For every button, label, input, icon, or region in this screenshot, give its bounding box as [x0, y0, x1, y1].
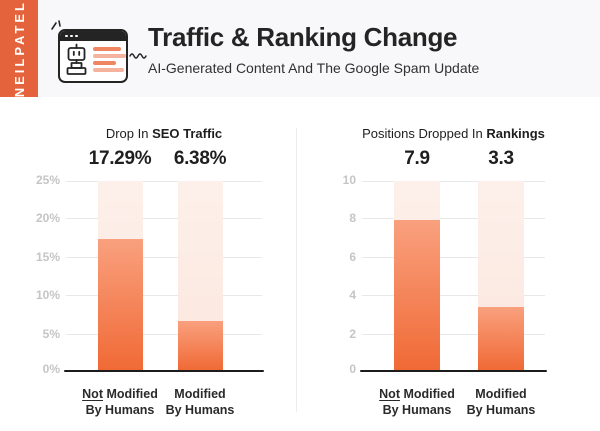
window-dot-icon [75, 34, 78, 38]
plot-area: 25% 20% 15% 10% 5% 0% [36, 173, 264, 376]
gridline [66, 333, 262, 335]
chart-title: Drop In SEO Traffic [36, 126, 292, 141]
text-line-icon [93, 68, 124, 72]
gridline [66, 218, 262, 220]
browser-titlebar [60, 31, 126, 41]
gridline [362, 295, 545, 297]
y-tick-label: 0% [42, 362, 60, 376]
chart-title-regular: Positions Dropped In [362, 126, 487, 141]
gridline [66, 180, 262, 182]
bar-fill [478, 307, 524, 370]
page-title: Traffic & Ranking Change [148, 22, 458, 52]
category-label: Modified By Humans [140, 386, 260, 418]
category-line2: By Humans [85, 403, 155, 417]
brand-name: NEILPATEL [11, 0, 27, 98]
x-axis-line [64, 369, 264, 372]
category-line2: By Humans [382, 403, 452, 417]
plot-area: 10 8 6 4 2 0 [343, 173, 547, 376]
bar-modified [177, 181, 223, 370]
window-dot-icon [70, 34, 73, 38]
y-tick-label: 0 [349, 362, 356, 376]
category-line2: By Humans [165, 403, 235, 417]
text-line-icon [93, 47, 121, 51]
gridline [362, 333, 545, 335]
category-label: Not Modified By Humans [357, 386, 477, 418]
bar-value-label: 3.3 [488, 148, 514, 169]
bar-value-label: 7.9 [404, 148, 430, 169]
title-block: Traffic & Ranking Change AI-Generated Co… [148, 22, 479, 76]
gridline [362, 218, 545, 220]
y-tick-label: 10% [35, 288, 60, 302]
chart-title: Positions Dropped In Rankings [332, 126, 575, 141]
category-line2: By Humans [466, 403, 536, 417]
x-axis-line [360, 369, 547, 372]
bar-not-modified [394, 181, 440, 370]
chart-title-bold: SEO Traffic [152, 126, 223, 141]
gridline [66, 295, 262, 297]
category-line1: Not Modified [82, 387, 158, 401]
chart-divider [296, 128, 297, 412]
y-tick-label: 5% [42, 327, 60, 341]
y-tick-label: 15% [35, 250, 60, 264]
y-tick-label: 2 [349, 327, 356, 341]
y-tick-label: 25% [35, 173, 60, 187]
bar-fill [97, 238, 143, 370]
chart-seo-traffic: Drop In SEO Traffic 17.29% 6.38% 25% 20%… [30, 118, 298, 420]
browser-robot-icon [51, 20, 147, 86]
y-tick-label: 20% [35, 211, 60, 225]
sparkle-icon [51, 20, 61, 30]
bar-modified [478, 181, 524, 370]
category-line1: Not Modified [379, 387, 455, 401]
squiggle-icon [129, 53, 147, 59]
y-tick-label: 4 [349, 288, 356, 302]
category-line1: Modified [174, 387, 226, 401]
bar-not-modified [97, 181, 143, 370]
y-tick-label: 8 [349, 211, 356, 225]
gridline [362, 256, 545, 258]
chart-title-bold: Rankings [486, 126, 545, 141]
bar-value-label: 17.29% [88, 148, 152, 169]
browser-content [60, 41, 126, 80]
window-dot-icon [65, 34, 68, 38]
category-label: Modified By Humans [441, 386, 561, 418]
header: NEILPATEL [0, 0, 600, 97]
bar-fill [394, 220, 440, 370]
chart-rankings: Positions Dropped In Rankings 7.9 3.3 10… [330, 118, 575, 420]
category-label: Not Modified By Humans [60, 386, 180, 418]
y-tick-label: 6 [349, 250, 356, 264]
text-line-icon [93, 54, 126, 58]
bar-fill [177, 321, 223, 370]
text-line-icon [93, 61, 116, 65]
gridline [362, 180, 545, 182]
brand-tab: NEILPATEL [0, 0, 38, 97]
category-line1: Modified [475, 387, 527, 401]
bar-value-label: 6.38% [173, 148, 227, 169]
gridline [66, 256, 262, 258]
y-tick-label: 10 [342, 173, 356, 187]
browser-window-icon [58, 29, 128, 83]
robot-icon [66, 43, 87, 75]
page-subtitle: AI-Generated Content And The Google Spam… [148, 60, 480, 76]
chart-title-regular: Drop In [105, 126, 153, 141]
